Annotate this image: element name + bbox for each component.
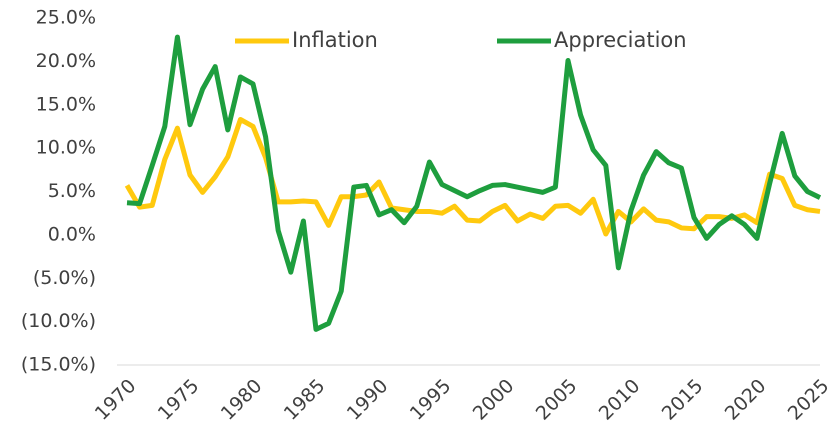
x-tick-label: 2020 [721,375,771,425]
x-tick-label: 1985 [280,375,330,425]
x-tick-label: 1990 [343,375,393,425]
x-tick-label: 2015 [658,375,708,425]
y-tick-label: 5.0% [48,180,96,202]
x-tick-label: 2000 [469,375,519,425]
y-tick-label: 15.0% [36,93,96,115]
x-tick-label: 2005 [532,375,582,425]
legend-label: Inflation [292,28,378,52]
x-tick-label: 1970 [91,375,141,425]
y-tick-label: 20.0% [36,50,96,72]
y-tick-label: (10.0%) [21,310,96,332]
x-tick-label: 2025 [784,375,832,425]
line-series [126,34,822,332]
y-tick-label: (15.0%) [21,354,96,376]
line-series [124,116,821,237]
x-tick-label: 1975 [154,375,204,425]
x-tick-label: 1995 [406,375,456,425]
x-tick-label: 2010 [595,375,645,425]
x-tick-label: 1980 [217,375,267,425]
y-tick-label: 10.0% [36,137,96,159]
legend-label: Appreciation [554,28,687,52]
y-tick-label: 0.0% [48,223,96,245]
y-tick-label: 25.0% [36,7,96,29]
y-tick-label: (5.0%) [33,267,96,289]
